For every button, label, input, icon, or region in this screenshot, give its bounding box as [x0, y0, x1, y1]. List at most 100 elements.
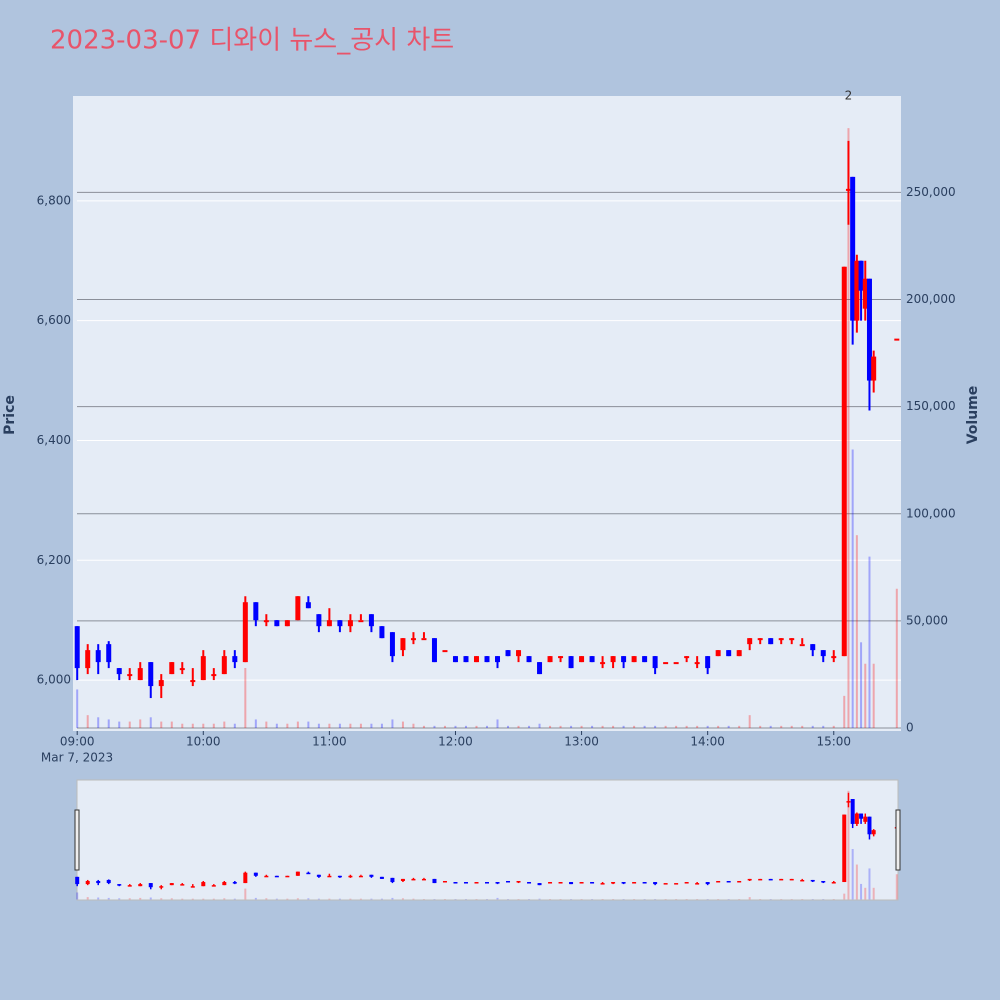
mini-candle-body: [327, 875, 332, 878]
mini-candle-body: [463, 882, 468, 884]
candle-body: [568, 656, 574, 669]
candle-body: [379, 626, 385, 639]
volume-bar: [696, 725, 699, 729]
candle-body: [137, 668, 143, 681]
volume-bar: [275, 723, 278, 729]
mini-volume-bar: [244, 888, 247, 900]
volume-bar: [549, 725, 552, 729]
volume-bar: [107, 719, 110, 729]
mini-volume-bar: [202, 898, 205, 900]
candle-body: [600, 662, 606, 665]
range-slider[interactable]: [76, 779, 899, 901]
mini-volume-bar: [338, 898, 341, 900]
candle-body: [526, 656, 532, 663]
mini-candle-body: [674, 883, 679, 885]
candle-body: [484, 656, 490, 663]
mini-candle-body: [285, 875, 290, 878]
volume-bar: [811, 725, 814, 729]
volume-bar: [706, 725, 709, 729]
mini-candle-body: [842, 814, 847, 883]
candle-body: [305, 602, 311, 609]
mini-candle-body: [527, 882, 532, 884]
x-tick-label: 10:00: [186, 735, 221, 749]
mini-volume-bar: [128, 898, 131, 900]
mini-candle-body: [758, 878, 763, 881]
mini-volume-bar: [851, 849, 854, 900]
mini-volume-bar: [895, 874, 898, 900]
mini-candle-body: [159, 886, 164, 888]
mini-volume-bar: [380, 898, 383, 900]
candle-body: [516, 650, 522, 657]
mini-candle-body: [579, 882, 584, 884]
mini-candle-body: [789, 878, 794, 881]
range-handle[interactable]: [895, 809, 901, 871]
mini-candle-body: [348, 875, 353, 878]
candle-body: [347, 620, 353, 627]
mini-candle-body: [190, 886, 195, 888]
volume-bar: [759, 725, 762, 729]
mini-volume-bar: [139, 897, 142, 900]
candle-body: [768, 638, 774, 645]
y-tick-label: 6,800: [37, 193, 71, 207]
volume-bar: [391, 719, 394, 729]
volume-bar: [601, 725, 604, 729]
volume-bar: [86, 715, 89, 729]
candle-body: [663, 662, 669, 665]
mini-candle-body: [96, 880, 101, 884]
volume-bar: [860, 642, 863, 729]
candle-body: [326, 620, 332, 627]
mini-candle-body: [506, 880, 511, 883]
x-tick-label: 11:00: [312, 735, 347, 749]
candle-body: [274, 620, 280, 627]
mini-volume-bar: [307, 898, 310, 900]
mini-volume-bar: [212, 898, 215, 900]
y-tick-label: 6,200: [37, 553, 71, 567]
volume-bar: [317, 723, 320, 729]
candle-body: [337, 620, 343, 627]
volume-bar: [855, 535, 858, 729]
mini-candle-body: [337, 875, 342, 878]
mini-candle-body: [590, 882, 595, 884]
mini-candle-body: [600, 883, 605, 885]
mini-volume-bar: [317, 898, 320, 900]
x-date-label: Mar 7, 2023: [41, 751, 113, 765]
candle-body: [589, 656, 595, 663]
y-tick-label: 6,000: [37, 673, 71, 687]
candle-body: [850, 176, 856, 321]
candle-body: [610, 656, 616, 663]
candle-body: [495, 656, 501, 663]
volume-bar: [801, 725, 804, 729]
volume-bar: [507, 725, 510, 729]
mini-volume-bar: [107, 897, 110, 900]
volume-bar: [149, 717, 152, 729]
mini-volume-bar: [843, 893, 846, 900]
y2-axis-label: Volume: [965, 386, 981, 445]
volume-bar: [538, 723, 541, 729]
range-handle[interactable]: [74, 809, 80, 871]
candle-body: [389, 632, 395, 657]
candle-body: [358, 620, 364, 623]
mini-volume-bar: [864, 887, 867, 900]
mini-candle-body: [621, 882, 626, 884]
mini-volume-bar: [860, 883, 863, 900]
volume-bar: [790, 725, 793, 729]
volume-bar: [443, 725, 446, 729]
mini-candle-body: [75, 876, 80, 885]
volume-bar: [822, 725, 825, 729]
candle-body: [368, 614, 374, 627]
mini-volume-bar: [401, 898, 404, 900]
candle-body: [547, 656, 553, 663]
mini-volume-bar: [868, 868, 871, 900]
volume-bar: [727, 725, 730, 729]
volume-bar: [76, 689, 79, 729]
volume-bar: [139, 719, 142, 729]
volume-bar: [685, 725, 688, 729]
candle-body: [673, 662, 679, 665]
volume-bar: [780, 725, 783, 729]
mini-volume-bar: [118, 898, 121, 900]
candle-body: [642, 656, 648, 663]
volume-bar: [233, 723, 236, 729]
candle-body: [726, 650, 732, 657]
volume-bar: [170, 721, 173, 729]
